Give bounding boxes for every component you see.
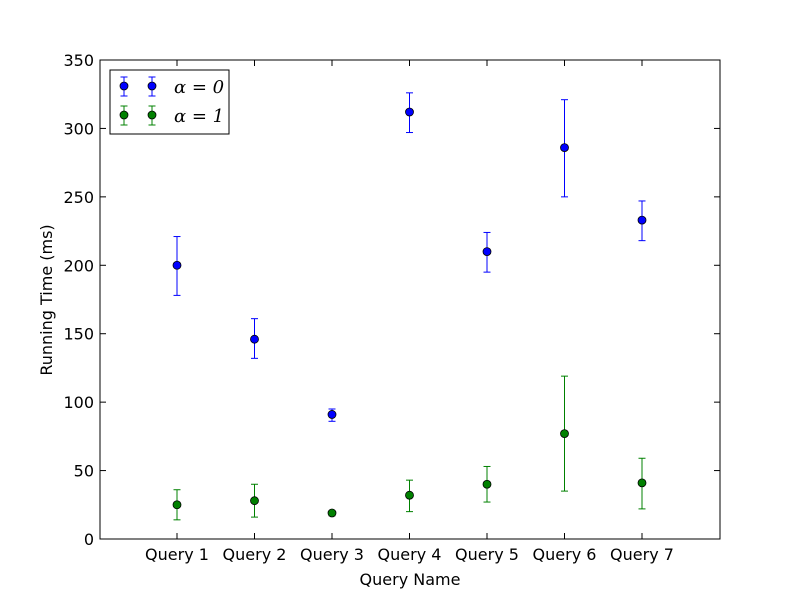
x-tick-label: Query 5 [455,545,519,564]
series-0-point [560,143,569,152]
legend-box [109,69,230,135]
series-0 [172,92,647,422]
x-tick-label: Query 2 [223,545,287,564]
y-tick-label: 350 [63,51,94,70]
series-1-point [327,508,337,518]
legend-marker-point [147,81,157,91]
legend-marker-alpha-0 [119,76,157,97]
legend-label-alpha-0: α = 0 [174,77,224,98]
legend-entry-alpha-1: α = 1 [119,105,224,127]
x-tick-label: Query 6 [533,545,597,564]
x-axis-label: Query Name [360,570,461,589]
y-tick-label: 300 [63,119,94,138]
x-tick-label: Query 1 [145,545,209,564]
legend-marker-alpha-1 [119,105,157,126]
y-tick-label: 100 [63,393,94,412]
legend-label-alpha-1: α = 1 [174,106,224,127]
x-tick-label: Query 3 [300,545,364,564]
x-tick-label: Query 4 [378,545,442,564]
series-0-point [327,410,337,419]
series-0-point [250,334,259,344]
series-0-point [482,247,492,257]
series-0-point [637,215,647,225]
plot-background [100,60,720,539]
legend-marker-point [147,110,157,120]
legend-marker-point [119,81,129,91]
series-1-point [172,500,182,510]
x-tick-label: Query 7 [610,545,674,564]
legend: α = 0 α = 1 [109,69,230,135]
y-axis-label: Running Time (ms) [37,224,56,375]
chart-marks [172,92,647,521]
plot-frame [99,59,721,540]
series-1-point [482,479,492,489]
series-0-point [172,260,182,270]
y-tick-label: 200 [63,256,94,275]
series-0-point [405,107,414,117]
y-tick-label: 250 [63,188,94,207]
y-tick-label: 0 [84,530,94,549]
series-1-point [637,478,647,488]
x-ticks: Query 1 Query 2 Query 3 Query 4 Query 5 Query… [145,60,674,564]
y-tick-label: 150 [63,325,94,344]
series-1-point [560,429,569,439]
series-1-point [250,496,259,506]
legend-entry-alpha-0: α = 0 [119,76,224,98]
legend-marker-point [119,110,129,120]
series-1-point [405,490,414,500]
y-tick-label: 50 [74,462,94,481]
series-1 [172,375,647,521]
y-ticks: 0 50 100 150 200 250 300 350 [63,51,720,549]
